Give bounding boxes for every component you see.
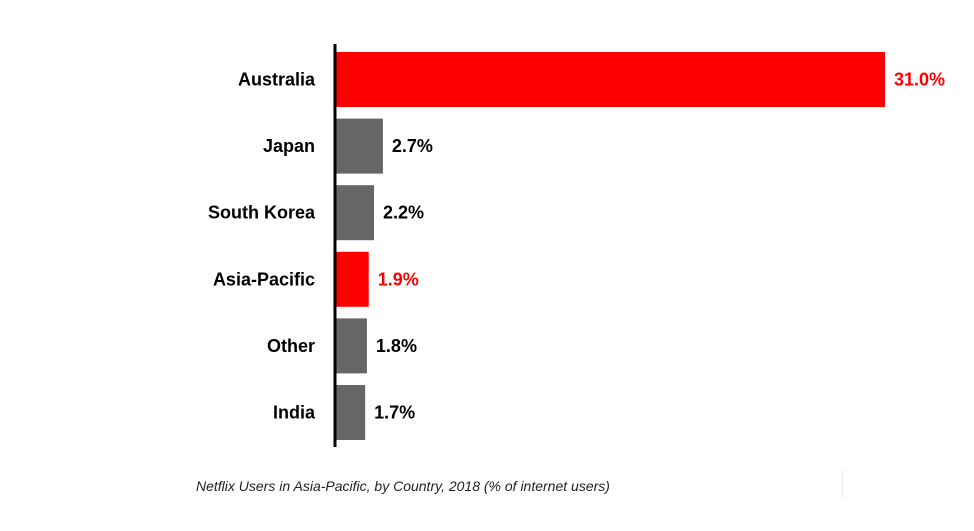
bar-other bbox=[335, 318, 367, 374]
category-label: South Korea bbox=[208, 203, 316, 223]
value-label: 1.8% bbox=[376, 336, 417, 356]
bar-japan bbox=[335, 118, 383, 174]
category-label: Japan bbox=[263, 136, 315, 156]
decorative-divider bbox=[842, 470, 843, 498]
category-label: Other bbox=[267, 336, 315, 356]
value-label: 1.7% bbox=[374, 403, 415, 423]
bar-india bbox=[335, 385, 366, 440]
value-label: 2.7% bbox=[392, 136, 433, 156]
chart-caption: Netflix Users in Asia-Pacific, by Countr… bbox=[196, 478, 610, 494]
value-label: 2.2% bbox=[383, 203, 424, 223]
value-label: 1.9% bbox=[378, 269, 419, 289]
value-label: 31.0% bbox=[894, 70, 945, 90]
bar-australia bbox=[335, 52, 885, 107]
category-label: India bbox=[273, 403, 316, 423]
category-label: Australia bbox=[238, 70, 316, 90]
category-label: Asia-Pacific bbox=[213, 269, 315, 289]
bar-asia-pacific bbox=[335, 251, 369, 307]
bar-south-korea bbox=[335, 185, 375, 241]
